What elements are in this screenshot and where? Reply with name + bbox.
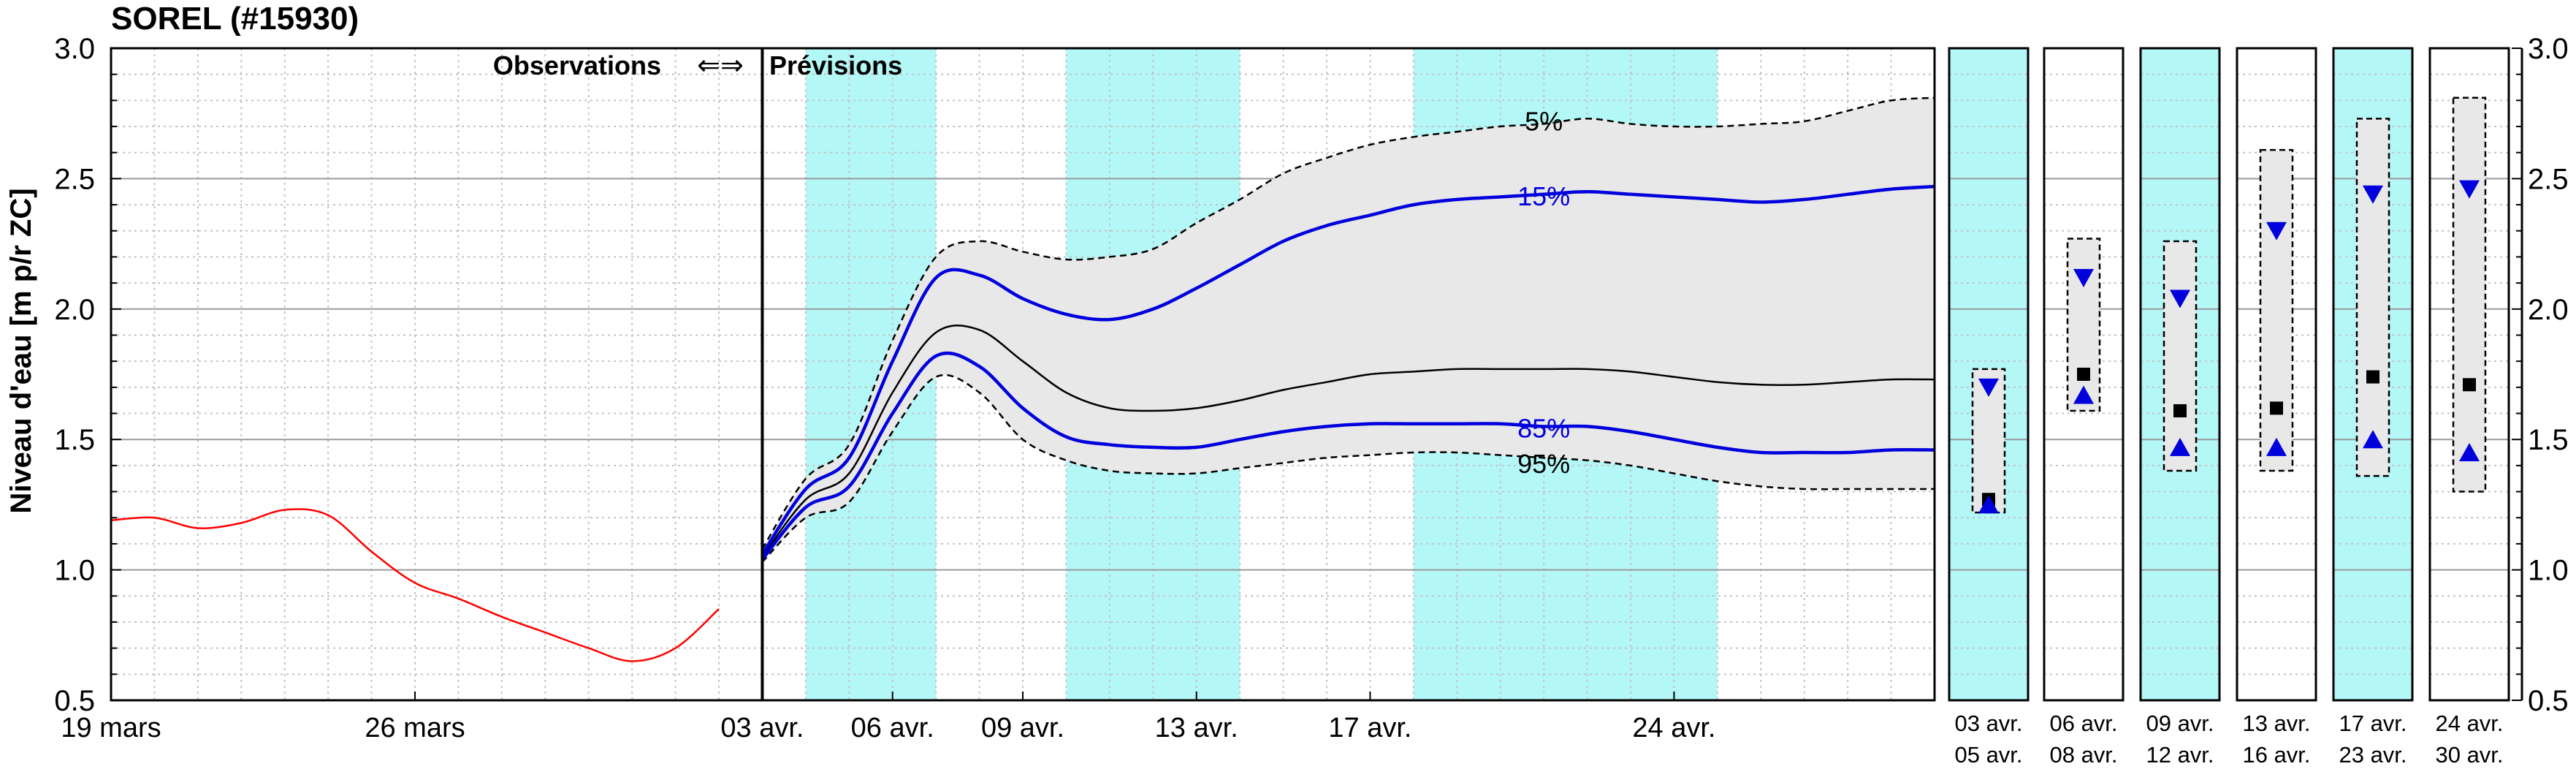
panel-range-box (2066, 238, 2101, 412)
period-panel-1: 03 avr. 05 avr. (1948, 47, 2030, 768)
panel-label-end: 23 avr. (2339, 742, 2407, 768)
period-panel-4: 13 avr. 16 avr. (2236, 47, 2317, 768)
series-line-inner-band-upper (761, 184, 1935, 556)
label-15pct: 15% (1517, 181, 1570, 211)
x-tick-label: 06 avr. (851, 713, 934, 743)
x-tick-label: 09 avr. (981, 713, 1064, 743)
y-tick-label-right: 2.5 (2528, 163, 2569, 195)
panel-label-end: 12 avr. (2146, 742, 2214, 768)
series-line-outer-band-upper (761, 96, 1935, 550)
panel-lower-marker (2363, 430, 2383, 449)
panel-range-box (2162, 240, 2198, 472)
period-panel-3: 09 avr. 12 avr. (2139, 47, 2221, 768)
x-tick-label: 03 avr. (720, 713, 804, 743)
panel-frame (2043, 47, 2125, 702)
label-85pct: 85% (1517, 413, 1570, 443)
section-label-previsions: Prévisions (769, 50, 902, 80)
label-95pct: 95% (1517, 449, 1570, 479)
panel-median-marker (2463, 378, 2476, 392)
panel-range-box (2355, 118, 2390, 477)
panel-median-marker (2270, 401, 2283, 415)
period-panel-2: 06 avr. 08 avr. (2043, 47, 2125, 768)
y-tick-label-right: 3.0 (2528, 33, 2569, 65)
y-axis-label: Niveau d'eau [m p/r ZC] (5, 188, 37, 513)
panel-lower-marker (2170, 437, 2190, 456)
x-tick-label: 19 mars (61, 713, 161, 743)
panel-label-start: 24 avr. (2435, 711, 2503, 736)
chart-title: SOREL (#15930) (111, 1, 359, 37)
y-tick-label-right: 1.0 (2528, 555, 2569, 587)
panel-upper-marker (2170, 289, 2190, 308)
panel-label-end: 16 avr. (2242, 742, 2310, 768)
panel-median-marker (2366, 370, 2379, 384)
period-panel-5: 17 avr. 23 avr. (2332, 47, 2414, 768)
forecast-band-fill (762, 97, 1935, 562)
panel-label-start: 03 avr. (1954, 711, 2022, 736)
panel-frame (2428, 47, 2510, 702)
panel-lower-marker (1978, 495, 1999, 514)
panel-range-box (2452, 96, 2487, 493)
section-arrows: ⇐⇒ (697, 50, 744, 81)
panel-label-start: 17 avr. (2339, 711, 2407, 736)
panel-label-start: 06 avr. (2049, 711, 2117, 736)
x-tick-label: 17 avr. (1328, 713, 1411, 743)
panel-label-end: 05 avr. (1954, 742, 2022, 768)
panel-median-marker (2077, 368, 2090, 381)
series-line-median (761, 325, 1935, 558)
panel-label-start: 09 avr. (2146, 711, 2214, 736)
x-tick-label: 26 mars (365, 713, 465, 743)
y-tick-label-left: 3.0 (54, 33, 95, 65)
panel-frame (2139, 47, 2221, 702)
panel-lower-marker (2073, 385, 2094, 404)
panel-label-start: 13 avr. (2242, 711, 2310, 736)
panel-upper-marker (2266, 221, 2287, 240)
panel-frame (1948, 47, 2030, 702)
y-tick-label-right: 1.5 (2528, 424, 2569, 456)
panel-upper-marker (2459, 180, 2480, 199)
series-line-inner-band-lower (761, 351, 1935, 561)
y-tick-label-left: 1.5 (54, 424, 95, 456)
panel-lower-marker (2459, 443, 2480, 462)
panel-upper-marker (2363, 185, 2383, 204)
series-line-observation (110, 508, 720, 662)
series-line-outer-band-lower (761, 374, 1935, 563)
y-tick-label-left: 2.0 (54, 294, 95, 326)
y-tick-label-right: 0.5 (2528, 685, 2569, 717)
section-label-observations: Observations (493, 50, 661, 80)
y-tick-label-right: 2.0 (2528, 294, 2569, 326)
panel-median-marker (2173, 404, 2187, 417)
panel-label-end: 08 avr. (2049, 742, 2117, 768)
x-tick-label: 13 avr. (1155, 713, 1238, 743)
panel-frame (2332, 47, 2414, 702)
panel-frame (2236, 47, 2317, 702)
y-tick-label-left: 2.5 (54, 163, 95, 195)
panel-lower-marker (2266, 437, 2287, 456)
label-5pct: 5% (1525, 106, 1563, 136)
period-panel-6: 24 avr. 30 avr. (2428, 47, 2510, 768)
y-tick-label-left: 0.5 (54, 685, 95, 717)
y-tick-label-left: 1.0 (54, 555, 95, 587)
x-tick-label: 24 avr. (1632, 713, 1715, 743)
panel-upper-marker (2073, 268, 2094, 287)
panel-label-end: 30 avr. (2435, 742, 2503, 768)
panel-range-box (2259, 148, 2294, 472)
panel-upper-marker (1978, 378, 1999, 397)
